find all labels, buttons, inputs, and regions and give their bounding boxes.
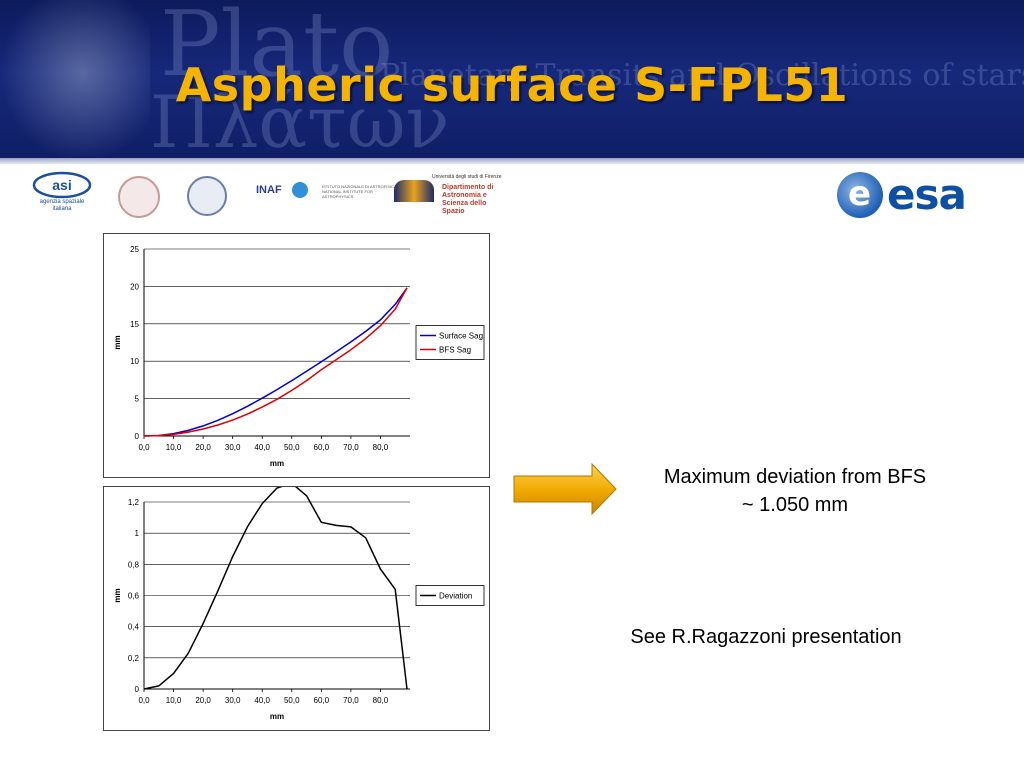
- slide-title: Aspheric surface S-FPL51: [175, 58, 849, 112]
- x-tick-label: 40,0: [254, 696, 270, 705]
- asi-logo-graphic: asi agenzia spaziale italiana: [32, 171, 92, 212]
- legend-box: [415, 585, 485, 606]
- legend-box: [415, 325, 485, 360]
- max-deviation-line1: Maximum deviation from BFS: [663, 466, 927, 488]
- x-tick-label: 0,0: [138, 443, 150, 452]
- x-tick-label: 60,0: [314, 696, 330, 705]
- y-tick-label: 0,4: [128, 623, 140, 632]
- y-tick-label: 1: [135, 529, 140, 538]
- x-tick-label: 40,0: [254, 443, 270, 452]
- max-deviation-line2: ~ 1.050 mm: [741, 494, 849, 516]
- x-tick-label: 30,0: [225, 443, 241, 452]
- asi-label-2: italiana: [52, 206, 72, 212]
- deviation-chart: 0 0,2 0,4 0,6 0,8 1 1,2 0,0 10,0 20,0 30,0 40,0 50,0…: [103, 486, 490, 731]
- logo-strip: asi agenzia spaziale italiana INAF ISTIT…: [0, 164, 1024, 224]
- university-seal-icon: [118, 176, 160, 218]
- header-banner: Plato Planetary Transits and Oscillation…: [0, 0, 1024, 162]
- y-tick-label: 15: [130, 320, 139, 329]
- series-line-deviation: [143, 487, 408, 690]
- sag-chart-svg: 0 5 10 15 20 25 0,0 10,0 20,0 30,0 40,0 50,0 60,0 70,…: [113, 245, 485, 468]
- y-axis-label: mm: [113, 588, 122, 602]
- esa-logo: e esa: [833, 168, 973, 220]
- inaf-text: INAF: [256, 184, 282, 196]
- asi-logo: asi agenzia spaziale italiana: [30, 170, 94, 212]
- x-tick-label: 10,0: [166, 443, 182, 452]
- x-tick-label: 20,0: [195, 443, 211, 452]
- y-tick-label: 0,8: [128, 560, 140, 569]
- x-axis-label: mm: [270, 712, 284, 721]
- x-tick-label: 60,0: [314, 443, 330, 452]
- firenze-dome-icon: [394, 180, 434, 202]
- x-tick-label: 10,0: [166, 696, 182, 705]
- y-tick-label: 0,2: [128, 654, 140, 663]
- y-tick-label: 10: [130, 357, 139, 366]
- observatory-seal-icon: [187, 176, 227, 216]
- x-tick-label: 70,0: [343, 443, 359, 452]
- x-tick-label: 0,0: [138, 696, 150, 705]
- x-tick-label: 50,0: [284, 696, 300, 705]
- x-tick-label: 80,0: [373, 443, 389, 452]
- y-axis-label: mm: [113, 335, 122, 349]
- firenze-line1: Dipartimento di: [442, 184, 494, 191]
- banner-greek-word: Πλάτων: [150, 80, 450, 162]
- esa-text: esa: [887, 170, 967, 219]
- deviation-chart-svg: 0 0,2 0,4 0,6 0,8 1 1,2 0,0 10,0 20,0 30,0 40,0 50,0…: [113, 487, 485, 721]
- legend-label: Surface Sag: [439, 332, 483, 341]
- reference-note: See R.Ragazzoni presentation: [630, 626, 902, 648]
- plato-bust-image: [0, 0, 150, 162]
- esa-e-letter: e: [848, 174, 872, 214]
- firenze-line3: Scienza dello Spazio: [442, 200, 487, 215]
- asi-label-1: agenzia spaziale: [40, 199, 85, 205]
- y-tick-label: 0,6: [128, 592, 140, 601]
- firenze-university-text: Università degli studi di Firenze: [432, 174, 502, 180]
- y-tick-label: 5: [135, 395, 140, 404]
- legend-label: BFS Sag: [439, 346, 471, 355]
- svg-text:asi: asi: [52, 177, 71, 193]
- arrow-right-icon: [513, 462, 617, 516]
- y-tick-label: 20: [130, 282, 139, 291]
- x-tick-label: 70,0: [343, 696, 359, 705]
- inaf-logo: INAF: [256, 178, 316, 208]
- firenze-line2: Astronomia e: [442, 192, 487, 199]
- y-tick-label: 25: [130, 245, 139, 254]
- x-axis-label: mm: [270, 459, 284, 468]
- banner-subtitle-word: Planetary Transits and Oscillations of s…: [380, 58, 1024, 93]
- x-tick-label: 80,0: [373, 696, 389, 705]
- y-tick-label: 0: [135, 685, 140, 694]
- banner-divider: [0, 158, 1024, 164]
- esa-globe-icon: [837, 172, 883, 218]
- firenze-logo: Università degli studi di Firenze Dipart…: [392, 172, 504, 215]
- x-tick-label: 30,0: [225, 696, 241, 705]
- inaf-dot-icon: [292, 182, 308, 198]
- legend-label: Deviation: [439, 592, 472, 601]
- x-tick-label: 20,0: [195, 696, 211, 705]
- y-tick-label: 0: [135, 432, 140, 441]
- banner-plato-word: Plato: [160, 0, 394, 97]
- inaf-institute-text: ISTITUTO NAZIONALE DI ASTROFISICA · NATI…: [322, 184, 399, 199]
- y-tick-label: 1,2: [128, 498, 140, 507]
- firenze-department: Dipartimento di Astronomia e Scienza del…: [442, 184, 504, 216]
- x-tick-label: 50,0: [284, 443, 300, 452]
- sag-chart: 0 5 10 15 20 25 0,0 10,0 20,0 30,0 40,0 50,0 60,0 70,…: [103, 233, 490, 478]
- series-line-surface-sag: [143, 287, 408, 437]
- series-line-bfs-sag: [143, 287, 408, 437]
- max-deviation-note: Maximum deviation from BFS ~ 1.050 mm: [610, 463, 980, 519]
